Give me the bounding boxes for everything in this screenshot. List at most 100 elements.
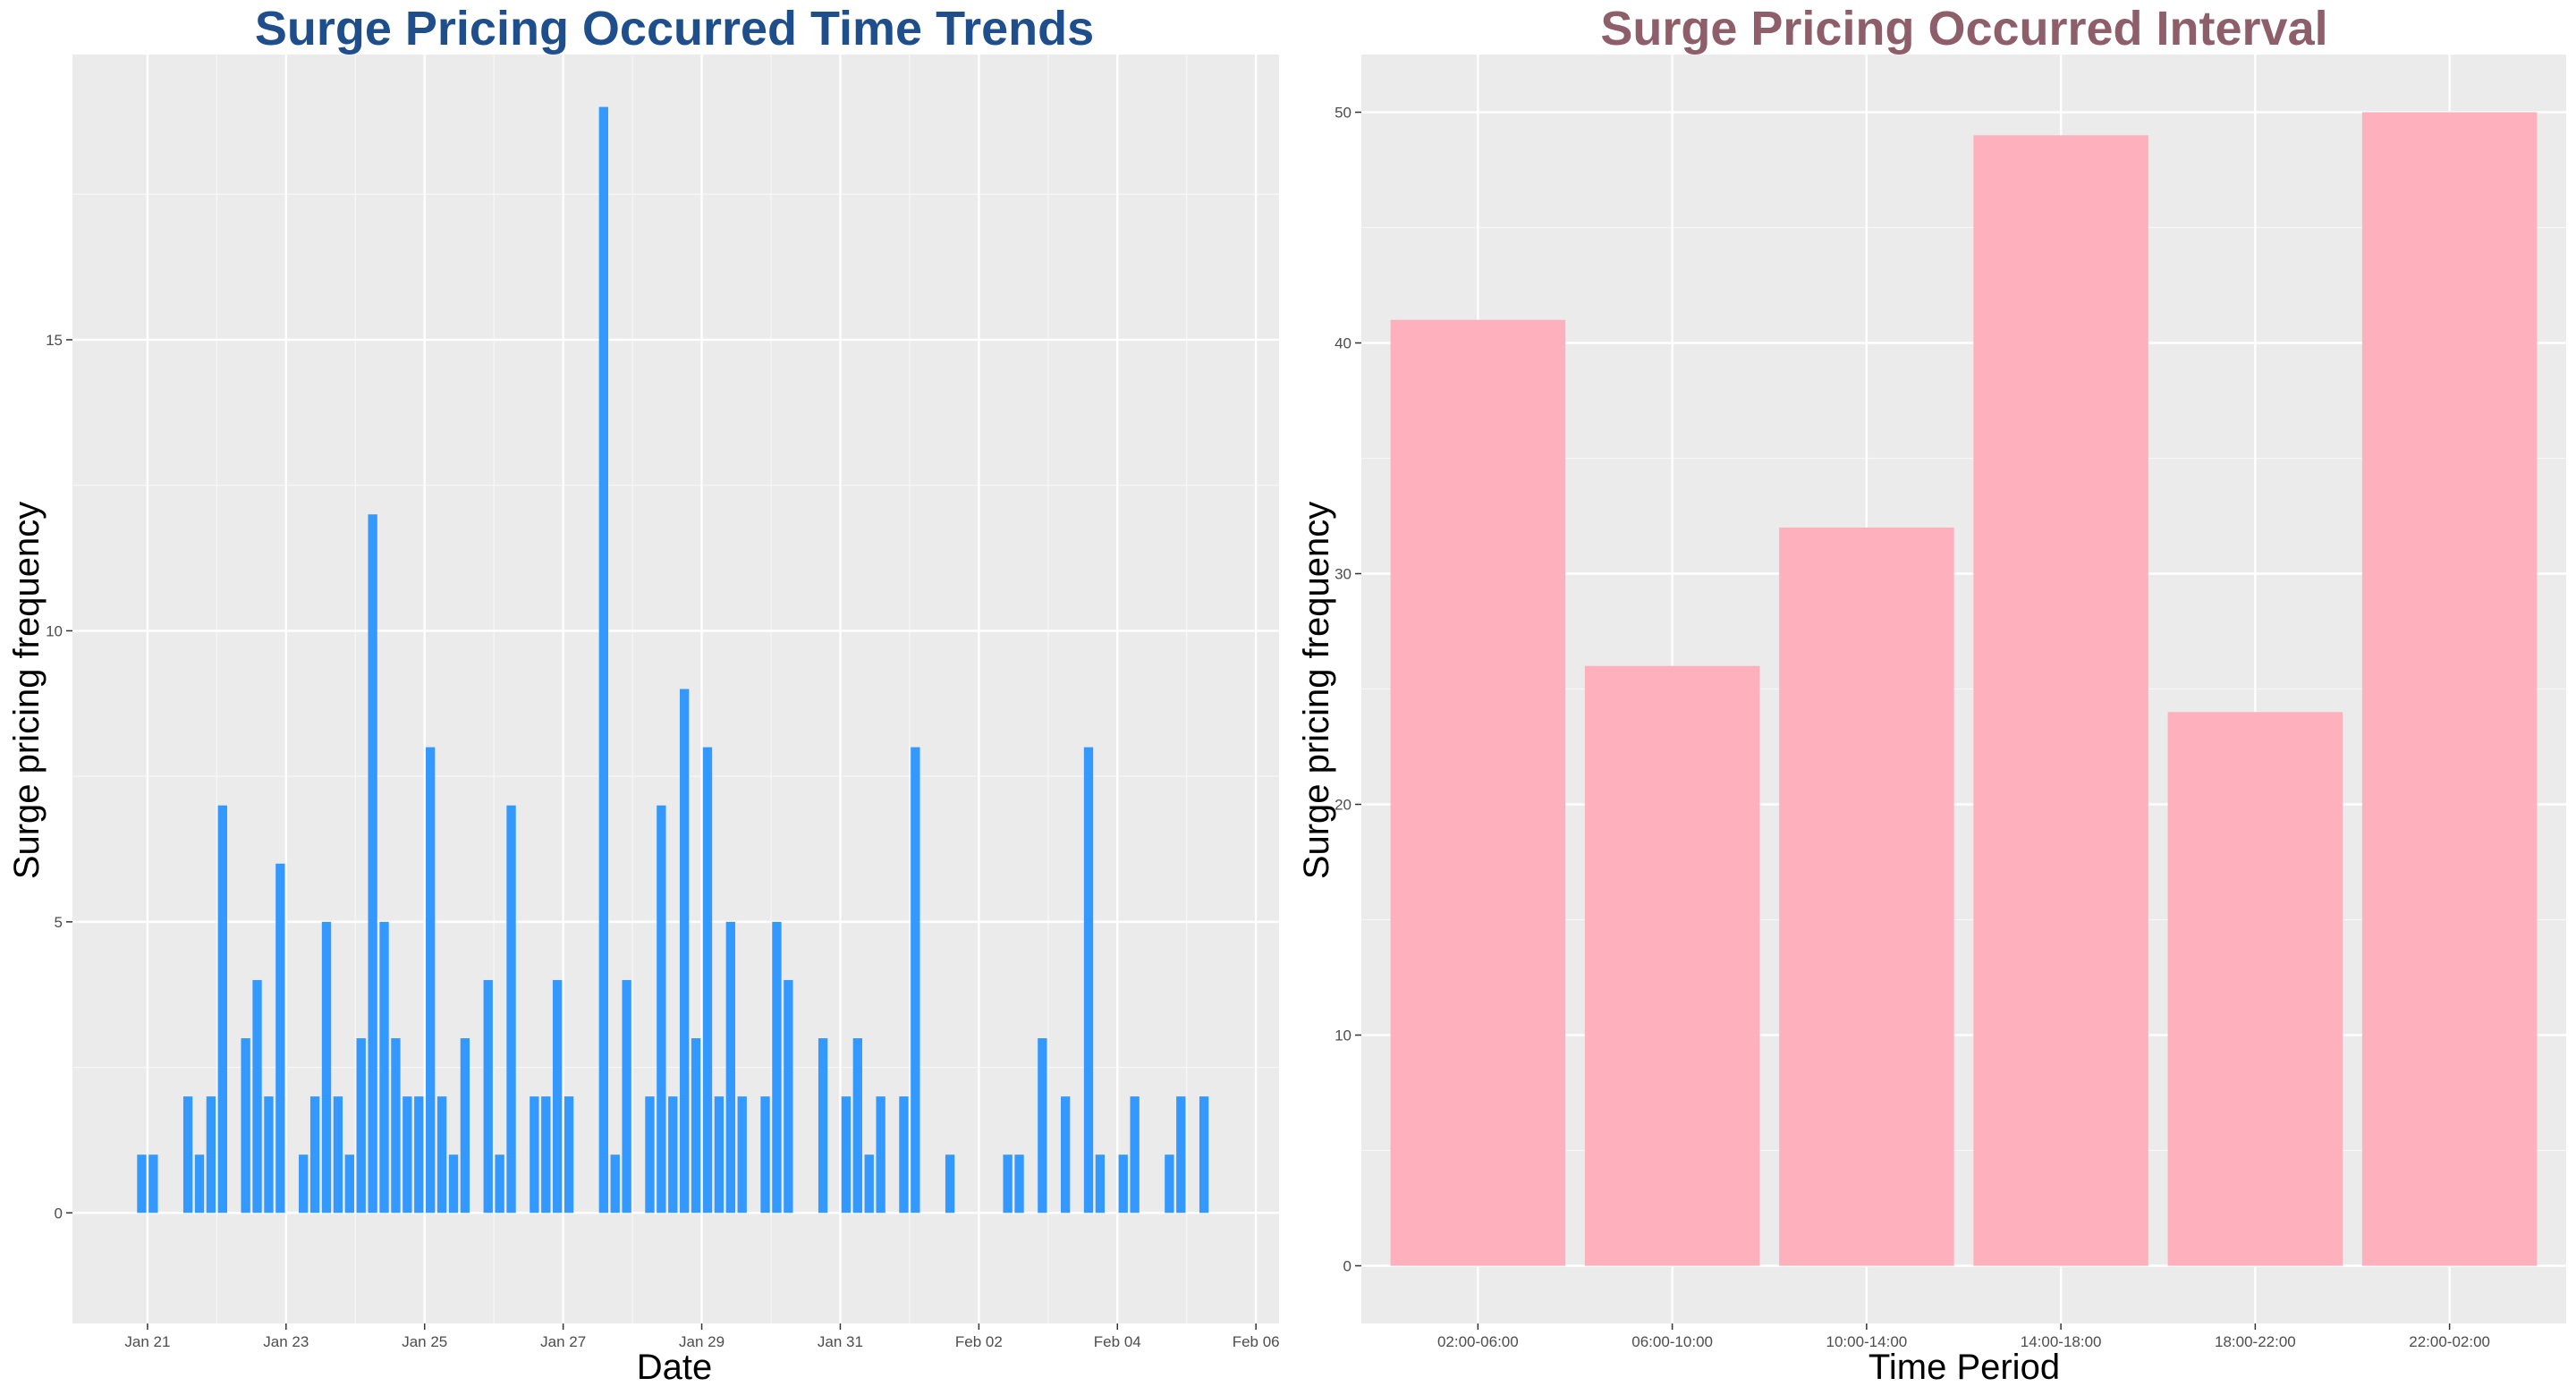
y-tick-label: 15 <box>46 332 63 349</box>
bar <box>876 1096 886 1213</box>
bar <box>148 1154 158 1213</box>
bar <box>299 1154 309 1213</box>
bar <box>460 1038 470 1213</box>
bar <box>495 1154 504 1213</box>
bar <box>264 1096 274 1213</box>
chart-time-trends: Surge Pricing Occurred Time Trends 0 5 10 1… <box>7 2 1280 1387</box>
bar <box>1061 1096 1071 1213</box>
x-axis-title: Date <box>637 1348 713 1387</box>
y-tick-label: 20 <box>1335 797 1352 814</box>
bar <box>541 1096 551 1213</box>
bar-series <box>137 106 1209 1213</box>
x-axis: Jan 21 Jan 23 Jan 25 Jan 27 Jan 29 Jan 31 Feb … <box>124 1323 1280 1350</box>
x-tick-label: Jan 27 <box>540 1333 586 1350</box>
x-axis-title: Time Period <box>1868 1348 2060 1387</box>
bar <box>1165 1154 1174 1213</box>
bar <box>714 1096 724 1213</box>
bar <box>1003 1154 1013 1213</box>
y-axis-title: Surge pricing frequency <box>1297 502 1336 879</box>
bar <box>252 979 262 1213</box>
bar <box>182 1096 193 1213</box>
bar <box>772 921 782 1213</box>
bar <box>356 1038 366 1213</box>
bar <box>1118 1154 1128 1213</box>
bar <box>911 747 920 1213</box>
chart-title: Surge Pricing Occurred Time Trends <box>255 2 1094 55</box>
bar <box>194 1154 205 1213</box>
bar <box>610 1154 620 1213</box>
bar <box>691 1038 701 1213</box>
bar <box>598 106 608 1213</box>
y-tick-label: 40 <box>1335 335 1352 352</box>
y-tick-label: 50 <box>1335 105 1352 122</box>
bar <box>391 1038 401 1213</box>
y-tick-label: 10 <box>1335 1027 1352 1044</box>
bar <box>1038 1038 1047 1213</box>
y-tick-label: 0 <box>1343 1258 1352 1275</box>
bar <box>414 1096 424 1213</box>
bar <box>1014 1154 1024 1213</box>
chart-title: Surge Pricing Occurred Interval <box>1600 2 2327 55</box>
x-tick-label: Jan 23 <box>263 1333 309 1350</box>
bar <box>448 1154 459 1213</box>
y-tick-label: 30 <box>1335 566 1352 583</box>
bar <box>737 1096 747 1213</box>
bar <box>645 1096 655 1213</box>
bar <box>217 805 227 1213</box>
bar <box>333 1096 343 1213</box>
y-axis-title: Surge pricing frequency <box>7 502 47 879</box>
bar <box>137 1154 147 1213</box>
bar <box>1779 527 1954 1266</box>
bar <box>530 1096 539 1213</box>
bar <box>622 979 631 1213</box>
bar <box>402 1096 412 1213</box>
bar <box>818 1038 828 1213</box>
x-tick-label: Jan 21 <box>124 1333 170 1350</box>
y-tick-label: 5 <box>55 914 63 931</box>
x-tick-label: Feb 06 <box>1233 1333 1280 1350</box>
bar <box>1083 747 1094 1213</box>
y-tick-label: 0 <box>55 1205 63 1222</box>
bar <box>2361 112 2538 1266</box>
bar <box>1390 319 1566 1266</box>
x-tick-label: Jan 25 <box>402 1333 447 1350</box>
bar <box>841 1096 852 1213</box>
bar <box>2167 712 2343 1266</box>
bar <box>945 1154 955 1213</box>
bar <box>1176 1096 1186 1213</box>
bar <box>275 863 285 1213</box>
x-tick-label: 14:00-18:00 <box>2021 1333 2102 1350</box>
bar <box>760 1096 770 1213</box>
bar-series <box>1390 112 2538 1266</box>
bar <box>309 1096 320 1213</box>
y-axis: 0 10 20 30 40 50 <box>1335 105 1361 1275</box>
bar <box>668 1096 678 1213</box>
x-tick-label: 06:00-10:00 <box>1631 1333 1713 1350</box>
bar <box>725 921 735 1213</box>
chart-time-interval: Surge Pricing Occurred Interval 0 10 20 30 4… <box>1297 2 2566 1387</box>
bar <box>436 1096 447 1213</box>
bar <box>379 921 389 1213</box>
bar <box>321 921 332 1213</box>
bar <box>483 979 493 1213</box>
x-tick-label: Jan 31 <box>818 1333 863 1350</box>
bar <box>899 1096 909 1213</box>
bar <box>344 1154 354 1213</box>
bar <box>1199 1096 1209 1213</box>
bar <box>864 1154 874 1213</box>
y-axis: 0 5 10 15 <box>46 332 72 1222</box>
bar <box>852 1038 862 1213</box>
bar <box>1130 1096 1140 1213</box>
x-tick-label: Feb 02 <box>955 1333 1003 1350</box>
bar <box>1095 1154 1106 1213</box>
grid-lines <box>72 55 1279 1323</box>
x-tick-label: 02:00-06:00 <box>1437 1333 1519 1350</box>
bar <box>553 979 563 1213</box>
bar <box>1973 135 2148 1266</box>
bar <box>426 747 436 1213</box>
bar <box>368 514 377 1213</box>
x-tick-label: Jan 29 <box>679 1333 724 1350</box>
bar <box>506 805 516 1213</box>
bar <box>702 747 713 1213</box>
